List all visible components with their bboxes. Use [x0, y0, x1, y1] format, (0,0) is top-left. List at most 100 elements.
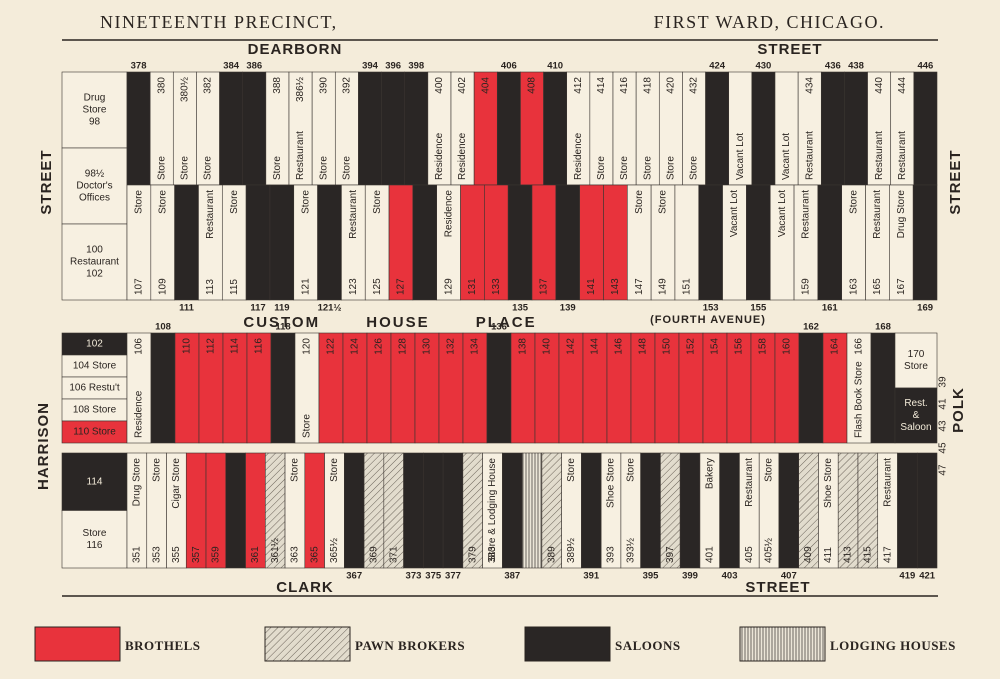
lot-number: 402 [457, 77, 468, 94]
lot-number: 108 [155, 322, 171, 333]
lot-use: Store [689, 156, 700, 180]
corner-text: 100 [86, 245, 103, 256]
lot-number: 114 [230, 338, 241, 354]
lot-number: 440 [874, 77, 885, 94]
lot [126, 71, 151, 186]
lot-use: Restaurant [348, 190, 359, 239]
lot-number: 115 [229, 279, 240, 295]
lot-number: 160 [782, 338, 793, 355]
lot-use: Restaurant [872, 190, 883, 239]
lot-number: 351 [132, 546, 143, 563]
lot-number: 118 [275, 322, 290, 333]
lot-use: Shoe Store [823, 458, 834, 508]
lot-number: 430 [755, 61, 771, 72]
lot-number: 393½ [625, 537, 636, 563]
lot-number: 128 [398, 338, 409, 355]
lot [817, 184, 843, 301]
corner-text: 114 [87, 476, 103, 487]
lot [581, 452, 602, 569]
lot [897, 452, 918, 569]
lot-use: Store [596, 156, 607, 180]
lot-use: Store [156, 156, 167, 180]
street-name: POLK [950, 387, 967, 433]
lot-number: 131 [467, 278, 478, 295]
lot-use: Store [302, 414, 313, 438]
lot-use: Store [300, 190, 311, 214]
lot-number: 140 [542, 338, 553, 355]
lot [225, 452, 246, 569]
lot-number: 121½ [318, 303, 342, 314]
lot [198, 332, 224, 444]
lot-number: 375 [425, 571, 442, 582]
lot-number: 357 [191, 546, 202, 563]
lot-number: 155 [750, 303, 767, 314]
lot-number: 406 [501, 61, 517, 72]
lot-use: Store [134, 190, 145, 214]
lot-use: Store [848, 190, 859, 214]
lot-number: 415 [862, 546, 873, 563]
lot [294, 332, 320, 444]
lot-number: 111 [179, 303, 195, 314]
lot-number: 414 [596, 77, 607, 94]
lot [381, 71, 406, 186]
lot [222, 332, 248, 444]
corner-text: 98 [89, 117, 101, 128]
corner-lot [894, 387, 938, 444]
lot-number: 420 [665, 77, 676, 94]
lot-number: 138 [518, 338, 529, 355]
lot-number: 121 [300, 278, 311, 295]
lot-number: 367 [346, 571, 362, 582]
lot-use: Drug Store [896, 190, 907, 239]
lot-use: Store [372, 190, 383, 214]
lot-number: 162 [803, 322, 819, 333]
lot-number: 404 [480, 77, 491, 94]
lot-number: 132 [446, 338, 457, 355]
lot-use: Residence [443, 190, 454, 238]
lot-number: 398 [408, 61, 424, 72]
lot [390, 332, 416, 444]
lot [245, 184, 271, 301]
lot [423, 452, 444, 569]
corner-text: & [913, 410, 920, 421]
lot [698, 184, 723, 301]
lot-number: 373 [406, 571, 422, 582]
lot-use: Store [157, 190, 168, 214]
corner-text: Store [904, 361, 928, 372]
lot [344, 452, 365, 569]
lot [510, 332, 536, 444]
lot-number: 159 [801, 278, 812, 295]
lot-use: Vacant Lot [729, 190, 740, 237]
lot-use: Restaurant [801, 190, 812, 239]
lot-use: Restaurant [897, 131, 908, 180]
lot [496, 71, 521, 186]
side-number: 39 [938, 376, 949, 388]
lot [521, 452, 543, 569]
lot-use: Restaurant [874, 131, 885, 180]
legend-label: BROTHELS [125, 638, 201, 653]
lot-use: Residence [573, 132, 584, 180]
corner-text: 108 Store [73, 405, 117, 416]
lot-number: 378 [131, 61, 147, 72]
lot [219, 71, 244, 186]
lot-number: 409 [803, 546, 814, 563]
corner-lot [61, 147, 128, 225]
lot-number: 413 [843, 546, 854, 563]
corner-text: Restaurant [70, 257, 119, 268]
lot-use: Store [229, 190, 240, 214]
lot-use: Bakery [704, 458, 715, 489]
lot-use: Store [203, 156, 214, 180]
lot-number: 446 [917, 61, 933, 72]
lot [358, 71, 382, 186]
street-name: STREET [38, 149, 55, 214]
lot [912, 184, 938, 301]
side-number: 43 [938, 420, 949, 432]
lot-number: 113 [205, 279, 216, 295]
lot-number: 124 [350, 338, 361, 355]
lot-use: Cigar Store [171, 458, 182, 509]
street-name: STREET [745, 579, 810, 596]
street-note: (FOURTH AVENUE) [650, 314, 766, 326]
street-name: STREET [757, 41, 822, 58]
lot-number: 389 [546, 546, 557, 563]
lot-use: Store & Lodging House [487, 458, 498, 562]
